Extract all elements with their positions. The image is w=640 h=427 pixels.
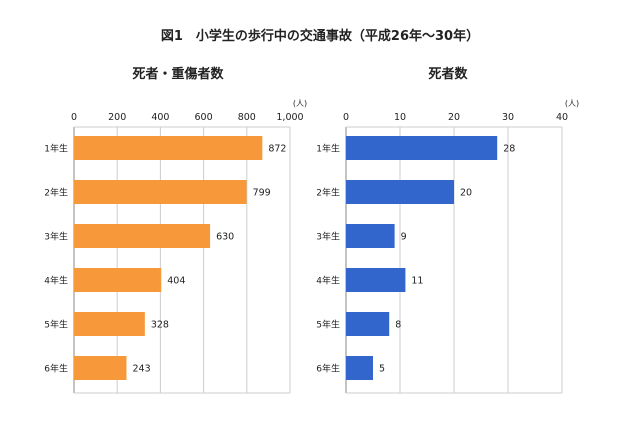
category-label: 4年生 [44, 275, 68, 287]
category-label: 4年生 [316, 275, 340, 287]
tick-label: 600 [195, 112, 213, 123]
data-label: 8 [395, 320, 401, 331]
data-label: 328 [151, 320, 169, 331]
chart-title: 死者・重傷者数 [132, 66, 224, 82]
data-label: 9 [401, 232, 407, 243]
category-label: 1年生 [44, 143, 68, 155]
bar [346, 136, 498, 160]
unit-label: (人) [565, 99, 579, 108]
unit-label: (人) [293, 99, 307, 108]
bar [74, 136, 263, 160]
data-label: 872 [268, 144, 286, 155]
category-label: 3年生 [316, 231, 340, 243]
bar [346, 224, 395, 248]
tick-label: 40 [556, 112, 568, 123]
tick-label: 30 [502, 112, 514, 123]
category-label: 2年生 [316, 187, 340, 199]
bar [74, 180, 247, 204]
data-label: 5 [379, 364, 385, 375]
bar [74, 356, 127, 380]
bar [346, 356, 373, 380]
tick-label: 400 [151, 112, 169, 123]
tick-label: 800 [238, 112, 256, 123]
tick-label: 200 [108, 112, 126, 123]
tick-label: 1,000 [276, 112, 303, 123]
tick-label: 0 [71, 112, 77, 123]
data-label: 28 [503, 144, 515, 155]
tick-label: 0 [343, 112, 349, 123]
data-label: 11 [411, 276, 423, 287]
category-label: 6年生 [316, 363, 340, 375]
data-label: 404 [167, 276, 185, 287]
chart-title: 死者数 [428, 66, 468, 82]
bar [74, 312, 145, 336]
bar [346, 268, 406, 292]
data-label: 799 [253, 188, 271, 199]
bar [346, 180, 454, 204]
tick-label: 10 [394, 112, 406, 123]
category-label: 3年生 [44, 231, 68, 243]
category-label: 2年生 [44, 187, 68, 199]
tick-label: 20 [448, 112, 460, 123]
data-label: 630 [216, 232, 234, 243]
bar [346, 312, 390, 336]
data-label: 20 [460, 188, 472, 199]
data-label: 243 [132, 364, 150, 375]
category-label: 6年生 [44, 363, 68, 375]
category-label: 5年生 [44, 319, 68, 331]
bar [74, 224, 211, 248]
bar [74, 268, 162, 292]
category-label: 5年生 [316, 319, 340, 331]
figure-title: 図1 小学生の歩行中の交通事故（平成26年～30年） [161, 28, 479, 44]
category-label: 1年生 [316, 143, 340, 155]
